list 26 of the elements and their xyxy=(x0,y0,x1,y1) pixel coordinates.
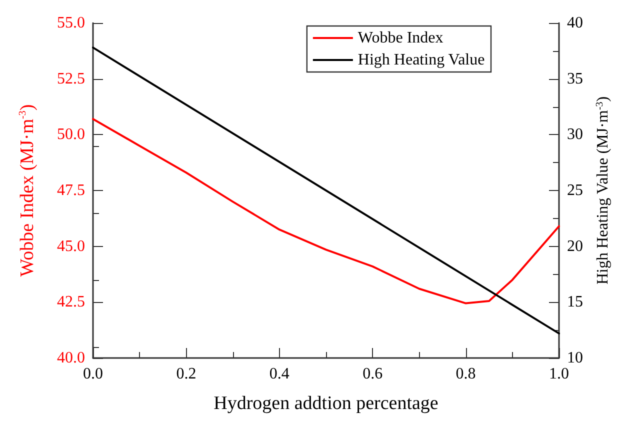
y2-tick-label: 15 xyxy=(567,294,583,311)
x-axis-title: Hydrogen addtion percentage xyxy=(214,393,438,414)
y2-tick-label: 10 xyxy=(567,350,583,366)
x-tick-label: 0.0 xyxy=(83,366,103,382)
y-tick-label: 40.0 xyxy=(57,350,85,366)
y-tick-label: 52.5 xyxy=(57,70,85,88)
y2-tick-label: 40 xyxy=(567,14,583,32)
y2-tick-label: 20 xyxy=(567,238,583,255)
x-tick-label: 0.6 xyxy=(362,366,383,382)
x-tick-label: 0.8 xyxy=(456,366,476,382)
y2-axis-title: High Heating Value (MJ·m-3) xyxy=(594,96,612,284)
y-axis-title: Wobbe Index (MJ·m-3) xyxy=(17,104,38,277)
y-tick-label: 45.0 xyxy=(57,238,85,255)
y-tick-label: 50.0 xyxy=(57,126,85,144)
y-tick-label: 47.5 xyxy=(57,182,85,199)
y-tick-label: 55.0 xyxy=(57,14,85,32)
x-tick-label: 0.2 xyxy=(176,366,196,382)
legend-label: Wobbe Index xyxy=(358,30,444,46)
y-tick-label: 42.5 xyxy=(57,294,85,311)
legend-label: High Heating Value xyxy=(358,52,485,68)
x-tick-label: 1.0 xyxy=(549,366,569,382)
line-series xyxy=(92,118,560,304)
y2-tick-label: 35 xyxy=(567,70,583,88)
x-tick-label: 0.4 xyxy=(269,366,290,382)
y2-tick-label: 25 xyxy=(567,182,583,199)
y2-tick-label: 30 xyxy=(567,126,583,144)
